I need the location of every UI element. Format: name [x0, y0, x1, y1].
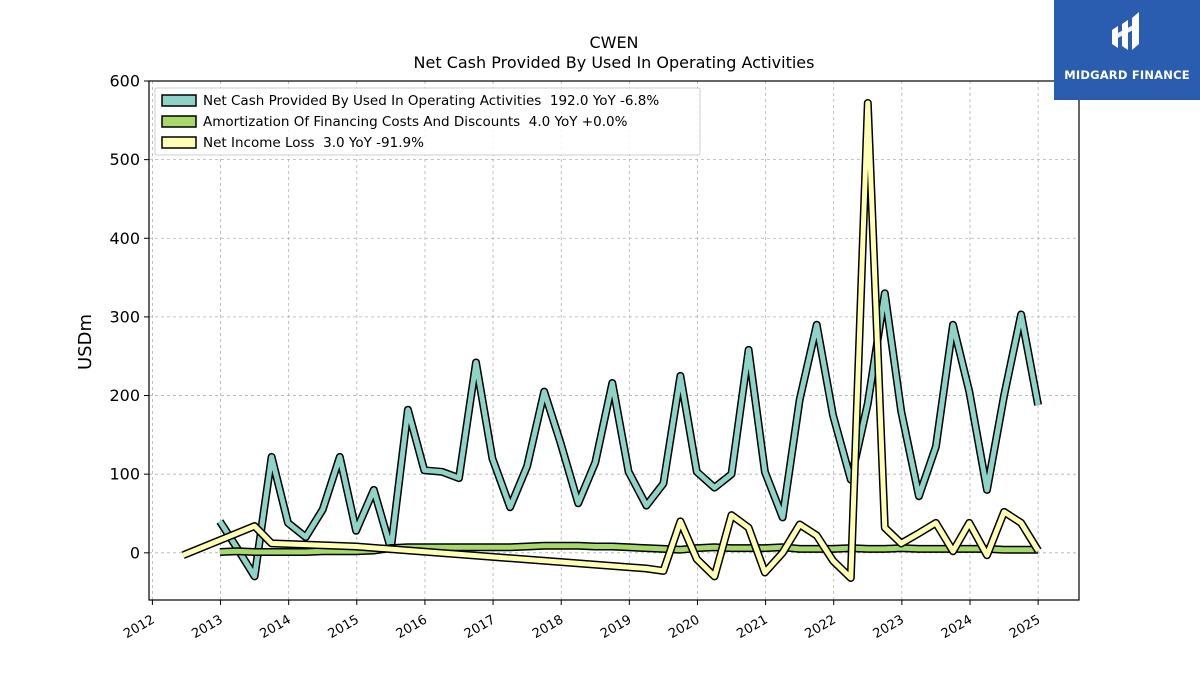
legend-swatch-0: [161, 94, 197, 107]
brand-name: MIDGARD FINANCE: [1064, 68, 1190, 82]
series-line-1: [219, 543, 1039, 555]
x-tick-label: 2017: [462, 612, 498, 642]
y-tick-label: 500: [109, 150, 140, 169]
x-tick-label: 2025: [1007, 612, 1043, 642]
x-tick-label: 2018: [530, 612, 566, 642]
plot-frame: [148, 80, 1080, 601]
x-tick-label: 2020: [666, 612, 702, 642]
legend-label-1: Amortization Of Financing Costs And Disc…: [203, 114, 628, 130]
legend-label-0: Net Cash Provided By Used In Operating A…: [203, 93, 659, 109]
series-line-0: [217, 290, 1041, 579]
series-line-outline-2: [181, 99, 1042, 582]
x-tick-label: 2014: [258, 612, 294, 642]
x-tick-label: 2015: [326, 612, 362, 642]
logo-icon: [1112, 12, 1139, 50]
x-tick-label: 2023: [871, 612, 907, 642]
y-axis-ticks: 0 100 200 300 400 500 600: [109, 72, 149, 562]
series-lines: [181, 99, 1043, 582]
series-line-2: [182, 100, 1041, 581]
y-tick-label: 0: [130, 543, 140, 562]
legend: Net Cash Provided By Used In Operating A…: [154, 87, 701, 156]
x-tick-label: 2024: [939, 612, 975, 642]
x-tick-label: 2013: [189, 612, 225, 642]
brand-logo: MIDGARD FINANCE: [1054, 0, 1200, 100]
legend-label-2: Net Income Loss 3.0 YoY -91.9%: [203, 135, 424, 151]
y-axis-label: USDm: [75, 314, 96, 370]
y-tick-label: 600: [109, 72, 140, 91]
legend-swatch-1: [161, 115, 197, 128]
chart-subtitle: Net Cash Provided By Used In Operating A…: [414, 53, 815, 72]
x-tick-label: 2019: [598, 612, 634, 642]
x-tick-label: 2022: [803, 612, 839, 642]
y-tick-label: 300: [109, 307, 140, 326]
chart-title: CWEN: [589, 33, 638, 52]
x-axis-ticks: 2012 2013 2014 2015 2016 2017 2018 2019 2020 2021…: [121, 600, 1043, 642]
y-tick-label: 100: [109, 465, 140, 484]
legend-box: [154, 87, 701, 156]
y-tick-label: 200: [109, 386, 140, 405]
legend-swatch-2: [161, 136, 197, 149]
x-tick-label: 2016: [394, 612, 430, 642]
x-tick-label: 2021: [734, 612, 770, 642]
y-tick-label: 400: [109, 229, 140, 248]
x-tick-label: 2012: [121, 612, 157, 642]
